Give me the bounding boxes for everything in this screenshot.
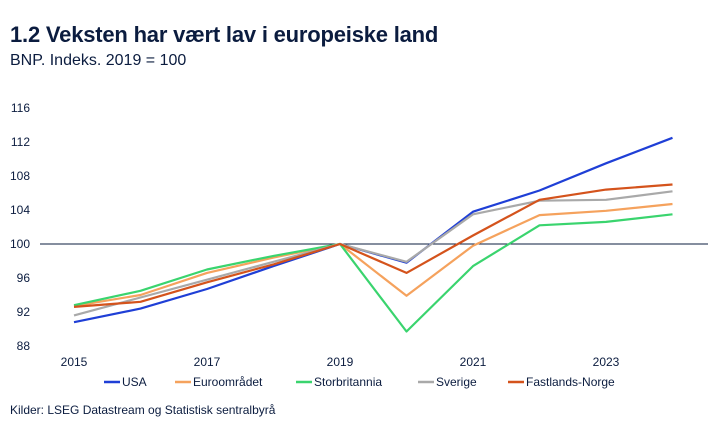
- y-tick-label: 96: [17, 271, 31, 285]
- legend: USA Euroområdet Storbritannia Sverige Fastla…: [104, 375, 615, 389]
- y-tick-label: 108: [10, 169, 30, 183]
- y-tick-label: 116: [11, 101, 30, 115]
- legend-item: Fastlands-Norge: [508, 375, 615, 389]
- legend-label: Fastlands-Norge: [526, 375, 615, 389]
- y-tick-label: 88: [17, 339, 31, 353]
- x-tick-label: 2019: [327, 355, 354, 369]
- y-tick-label: 92: [17, 305, 31, 319]
- legend-item: Sverige: [418, 375, 477, 389]
- y-axis: 88 92 96 100 104 108 112 116: [10, 101, 30, 353]
- x-tick-label: 2017: [194, 355, 221, 369]
- x-tick-label: 2015: [61, 355, 88, 369]
- legend-label: Storbritannia: [314, 375, 382, 389]
- legend-item: USA: [104, 375, 147, 389]
- legend-label: Sverige: [436, 375, 477, 389]
- y-tick-label: 100: [10, 237, 30, 251]
- series-line-euroområdet: [73, 202, 673, 308]
- legend-item: Storbritannia: [296, 375, 382, 389]
- series-lines: [73, 136, 673, 333]
- legend-item: Euroområdet: [175, 375, 263, 389]
- x-axis: 2015 2017 2019 2021 2023: [61, 355, 620, 369]
- series-line-sverige: [73, 190, 673, 317]
- y-tick-label: 112: [11, 135, 30, 149]
- x-tick-label: 2021: [460, 355, 487, 369]
- legend-label: Euroområdet: [193, 375, 263, 389]
- chart-title: 1.2 Veksten har vært lav i europeiske la…: [10, 22, 439, 47]
- x-tick-label: 2023: [593, 355, 620, 369]
- series-line-fastlands-norge: [73, 183, 673, 308]
- source-note: Kilder: LSEG Datastream og Statistisk se…: [10, 403, 276, 417]
- chart-subtitle: BNP. Indeks. 2019 = 100: [10, 52, 187, 69]
- legend-label: USA: [122, 375, 147, 389]
- y-tick-label: 104: [10, 203, 30, 217]
- series-line-storbritannia: [73, 213, 673, 333]
